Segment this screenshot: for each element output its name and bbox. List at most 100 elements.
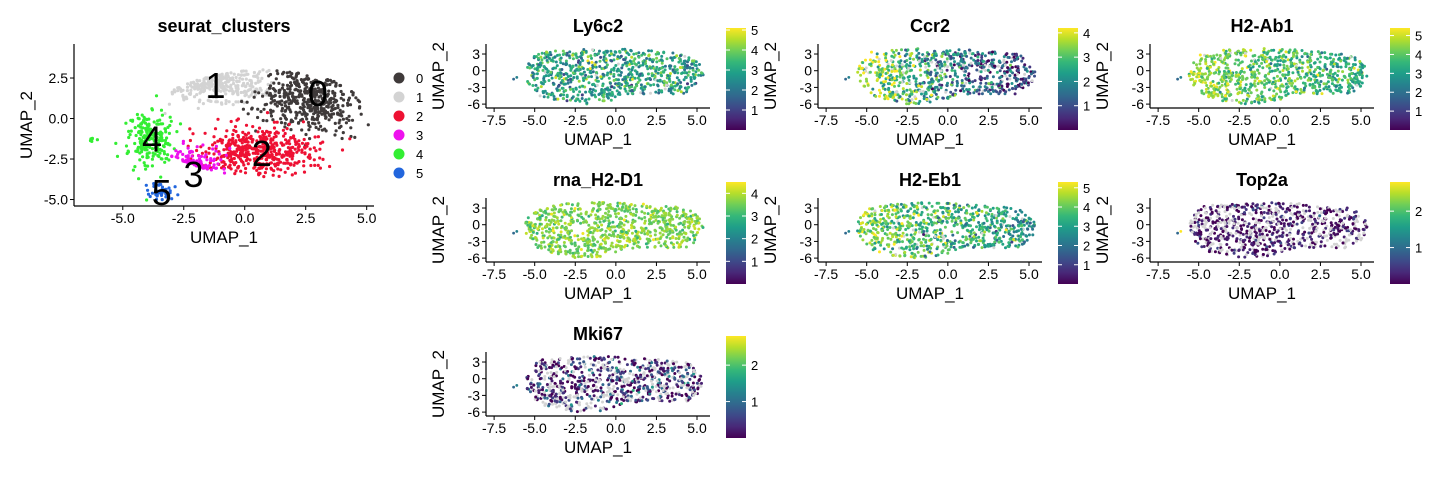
expression-point	[674, 225, 678, 229]
cluster-point	[256, 79, 260, 83]
expression-point	[955, 79, 959, 83]
expression-point	[604, 229, 608, 233]
expression-point	[1262, 50, 1266, 54]
expression-point	[881, 70, 885, 74]
expression-point	[661, 233, 665, 237]
colorbar-tick-label: 1	[1415, 104, 1422, 119]
expression-point	[1263, 97, 1267, 101]
expression-point	[1318, 74, 1322, 78]
cluster-point	[346, 101, 350, 105]
expression-point	[624, 204, 628, 208]
cluster-point	[231, 132, 235, 137]
expression-point	[568, 248, 572, 252]
cluster-point	[309, 163, 313, 168]
expression-point	[1312, 91, 1316, 95]
expression-point	[879, 73, 882, 77]
expression-point	[1224, 94, 1227, 98]
expression-point	[648, 230, 652, 234]
cluster-point	[339, 89, 343, 94]
colorbar-gradient	[1390, 28, 1410, 130]
cluster-point	[261, 94, 265, 98]
cluster-point	[262, 175, 266, 179]
expression-point	[1015, 85, 1019, 89]
expression-point	[678, 216, 682, 220]
cluster-point	[291, 136, 295, 140]
x-tick-label: -7.5	[814, 112, 838, 128]
expression-point	[1263, 55, 1267, 59]
expression-point	[1209, 81, 1213, 85]
expression-point	[605, 73, 609, 77]
expression-point	[581, 76, 585, 80]
expression-point	[543, 209, 547, 213]
expression-point	[665, 83, 668, 87]
expression-point	[1341, 70, 1345, 74]
expression-point	[847, 76, 851, 79]
expression-point	[576, 234, 580, 238]
expression-point	[662, 70, 666, 74]
expression-point	[1193, 82, 1197, 85]
expression-point	[660, 89, 664, 93]
expression-point	[590, 56, 593, 60]
x-tick-label: 2.5	[647, 266, 667, 282]
expression-point	[960, 54, 964, 58]
expression-point	[668, 66, 672, 70]
expression-point	[691, 59, 694, 63]
expression-point	[605, 92, 609, 96]
expression-point	[1244, 83, 1248, 87]
cluster-point	[338, 83, 343, 88]
expression-point	[1306, 65, 1310, 69]
expression-point	[689, 209, 692, 213]
expression-point	[1320, 92, 1324, 96]
expression-point	[1257, 55, 1261, 59]
expression-point	[595, 76, 599, 80]
cluster-point	[255, 141, 259, 145]
cluster-point	[271, 118, 275, 122]
expression-point	[560, 224, 564, 228]
plot-title: Ccr2	[910, 16, 950, 36]
expression-point	[908, 94, 912, 98]
expression-point	[1359, 84, 1363, 88]
expression-point	[610, 241, 614, 245]
cluster-point	[317, 121, 321, 125]
expression-point	[1297, 66, 1301, 70]
expression-point	[689, 79, 693, 83]
cluster-point	[267, 134, 271, 138]
expression-point	[1019, 54, 1023, 58]
expression-point	[1348, 74, 1351, 78]
x-axis-title: UMAP_1	[564, 130, 632, 149]
y-tick-label: 3	[472, 46, 480, 62]
expression-point	[1264, 73, 1268, 77]
expression-point	[554, 49, 557, 53]
expression-point	[1320, 51, 1324, 55]
cluster-point	[88, 139, 93, 143]
expression-point	[950, 68, 954, 72]
expression-point	[535, 231, 539, 235]
cluster-point	[250, 106, 254, 110]
expression-point	[1006, 66, 1010, 70]
cluster-point	[254, 93, 258, 97]
expression-point	[1192, 61, 1196, 65]
cluster-point	[236, 84, 240, 88]
expression-point	[1300, 55, 1304, 59]
expression-point	[1247, 87, 1251, 91]
cluster-point	[135, 112, 139, 117]
expression-point	[877, 88, 881, 92]
expression-point	[590, 201, 594, 205]
expression-point	[982, 65, 986, 69]
cluster-point	[285, 71, 289, 75]
expression-point	[524, 231, 528, 235]
expression-point	[664, 205, 668, 208]
expression-point	[644, 78, 648, 81]
expression-point	[1271, 98, 1275, 101]
expression-point	[953, 69, 957, 73]
expression-point	[535, 72, 539, 76]
expression-point	[940, 77, 943, 81]
expression-point	[977, 92, 981, 96]
expression-point	[1343, 56, 1347, 60]
expression-point	[633, 204, 637, 208]
cluster-point	[271, 173, 275, 177]
cluster-point	[331, 107, 335, 111]
cluster-point	[290, 173, 294, 177]
expression-point	[694, 60, 698, 64]
expression-point	[671, 81, 675, 84]
